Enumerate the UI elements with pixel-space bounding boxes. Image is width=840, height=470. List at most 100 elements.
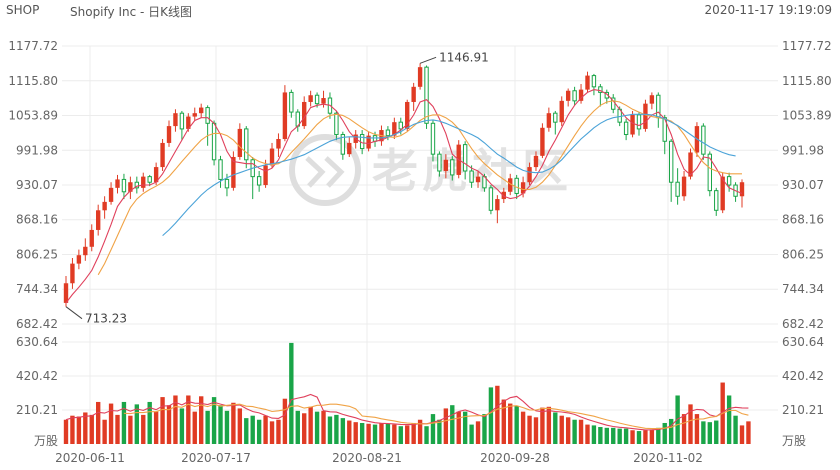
volume-tick-left: 630.64: [16, 335, 58, 349]
date-tick-label: 2020-07-17: [181, 451, 251, 465]
candle-body-down: [701, 125, 706, 155]
volume-bar: [366, 423, 371, 444]
candle-body-down: [469, 170, 474, 183]
volume-bar: [289, 342, 294, 444]
volume-mavol5-line: [65, 393, 749, 431]
annotations: 1146.91 713.23: [65, 50, 489, 326]
volume-bar: [604, 427, 609, 444]
candle-body-down: [314, 94, 320, 105]
candle-body-up: [508, 178, 513, 192]
candle-body-down: [514, 177, 519, 194]
annotation-leader: [419, 56, 437, 64]
price-tick-right: 1115.80: [782, 74, 832, 88]
volume-tick-left: 210.21: [16, 403, 58, 417]
candle-body-down: [572, 90, 577, 102]
volume-bar: [546, 406, 552, 444]
candle-body-up: [269, 148, 275, 166]
volume-bar: [347, 420, 352, 444]
volume-bar: [565, 417, 571, 444]
volume-bar: [681, 414, 687, 444]
candle-body-up: [688, 152, 693, 177]
axis-labels: 1177.72 1177.72 1115.80 1115.80 1053.89 1053.…: [8, 39, 831, 465]
price-tick-left: 1177.72: [8, 39, 58, 53]
candle-body-down: [121, 178, 127, 193]
candle-body-up: [83, 246, 88, 256]
volume-bar: [462, 411, 468, 444]
volume-unit-right: 万股: [782, 434, 806, 448]
volume-bar: [585, 424, 590, 444]
header-datetime: 2020-11-17 19:19:09: [704, 3, 832, 17]
candle-body-up: [321, 98, 326, 104]
candle-body-up: [578, 89, 584, 101]
candle-body-down: [224, 178, 230, 189]
candle-body-down: [211, 122, 217, 161]
volume-bar: [308, 406, 313, 444]
volume-bar: [334, 414, 339, 444]
price-tick-right: 744.34: [782, 282, 824, 296]
volume-bar: [707, 422, 712, 444]
volume-bar: [237, 408, 243, 444]
volume-bar: [340, 418, 346, 444]
candle-body-up: [70, 263, 75, 284]
candle-body-up: [739, 182, 745, 197]
price-tick-right: 806.25: [782, 247, 824, 261]
candle-body-down: [244, 128, 249, 161]
volume-bar: [662, 422, 667, 444]
volume-bar: [224, 410, 230, 444]
price-tick-left: 868.16: [16, 213, 58, 227]
candle-body-up: [585, 75, 590, 90]
candle-body-down: [147, 176, 152, 183]
volume-bar: [643, 430, 648, 444]
volume-bar: [714, 420, 719, 444]
volume-bar: [83, 412, 88, 444]
candle-body-up: [141, 176, 146, 188]
volume-bar: [372, 424, 378, 444]
volume-bar: [694, 414, 700, 444]
volume-bar: [282, 398, 288, 444]
volume-bar: [598, 427, 603, 444]
volume-bar: [733, 415, 738, 444]
candle-body-down: [340, 134, 346, 155]
volume-bar: [688, 404, 693, 444]
volume-bar: [469, 424, 474, 444]
high-price-label: 1146.91: [439, 50, 489, 64]
candle-body-up: [527, 167, 532, 183]
low-price-label: 713.23: [85, 312, 127, 326]
volume-bar: [437, 419, 442, 444]
volume-bar: [726, 395, 732, 444]
volume-bar: [739, 425, 745, 444]
volume-bar: [256, 419, 262, 444]
candle-body-up: [282, 92, 288, 140]
volume-bar: [572, 419, 577, 444]
candle-body-down: [656, 94, 661, 119]
candle-body-down: [334, 112, 339, 136]
grid-lines: [62, 45, 778, 444]
candle-body-up: [153, 167, 159, 183]
volume-bar: [153, 411, 159, 444]
candle-body-down: [462, 144, 468, 172]
volume-bar: [302, 413, 307, 444]
candle-body-up: [546, 113, 552, 128]
volume-bar: [102, 419, 107, 444]
price-tick-left: 806.25: [16, 247, 58, 261]
volume-bar: [430, 414, 436, 444]
candle-body-down: [430, 122, 436, 155]
candle-body-up: [231, 156, 236, 188]
volume-bar: [623, 428, 629, 444]
volume-bar: [70, 415, 75, 444]
candle-body-up: [417, 67, 423, 87]
volume-bar: [540, 407, 545, 444]
candle-body-down: [385, 129, 391, 137]
volume-bar: [417, 419, 423, 444]
volume-bar: [121, 401, 127, 444]
volume-bar: [231, 402, 236, 444]
volume-bar: [424, 426, 429, 444]
candle-body-down: [675, 181, 680, 197]
candle-body-up: [643, 103, 648, 129]
candle-body-up: [115, 179, 120, 188]
candle-body-down: [218, 159, 223, 180]
volume-bars: [63, 342, 751, 444]
price-tick-left: 991.98: [16, 143, 58, 157]
volume-bar: [411, 422, 416, 444]
